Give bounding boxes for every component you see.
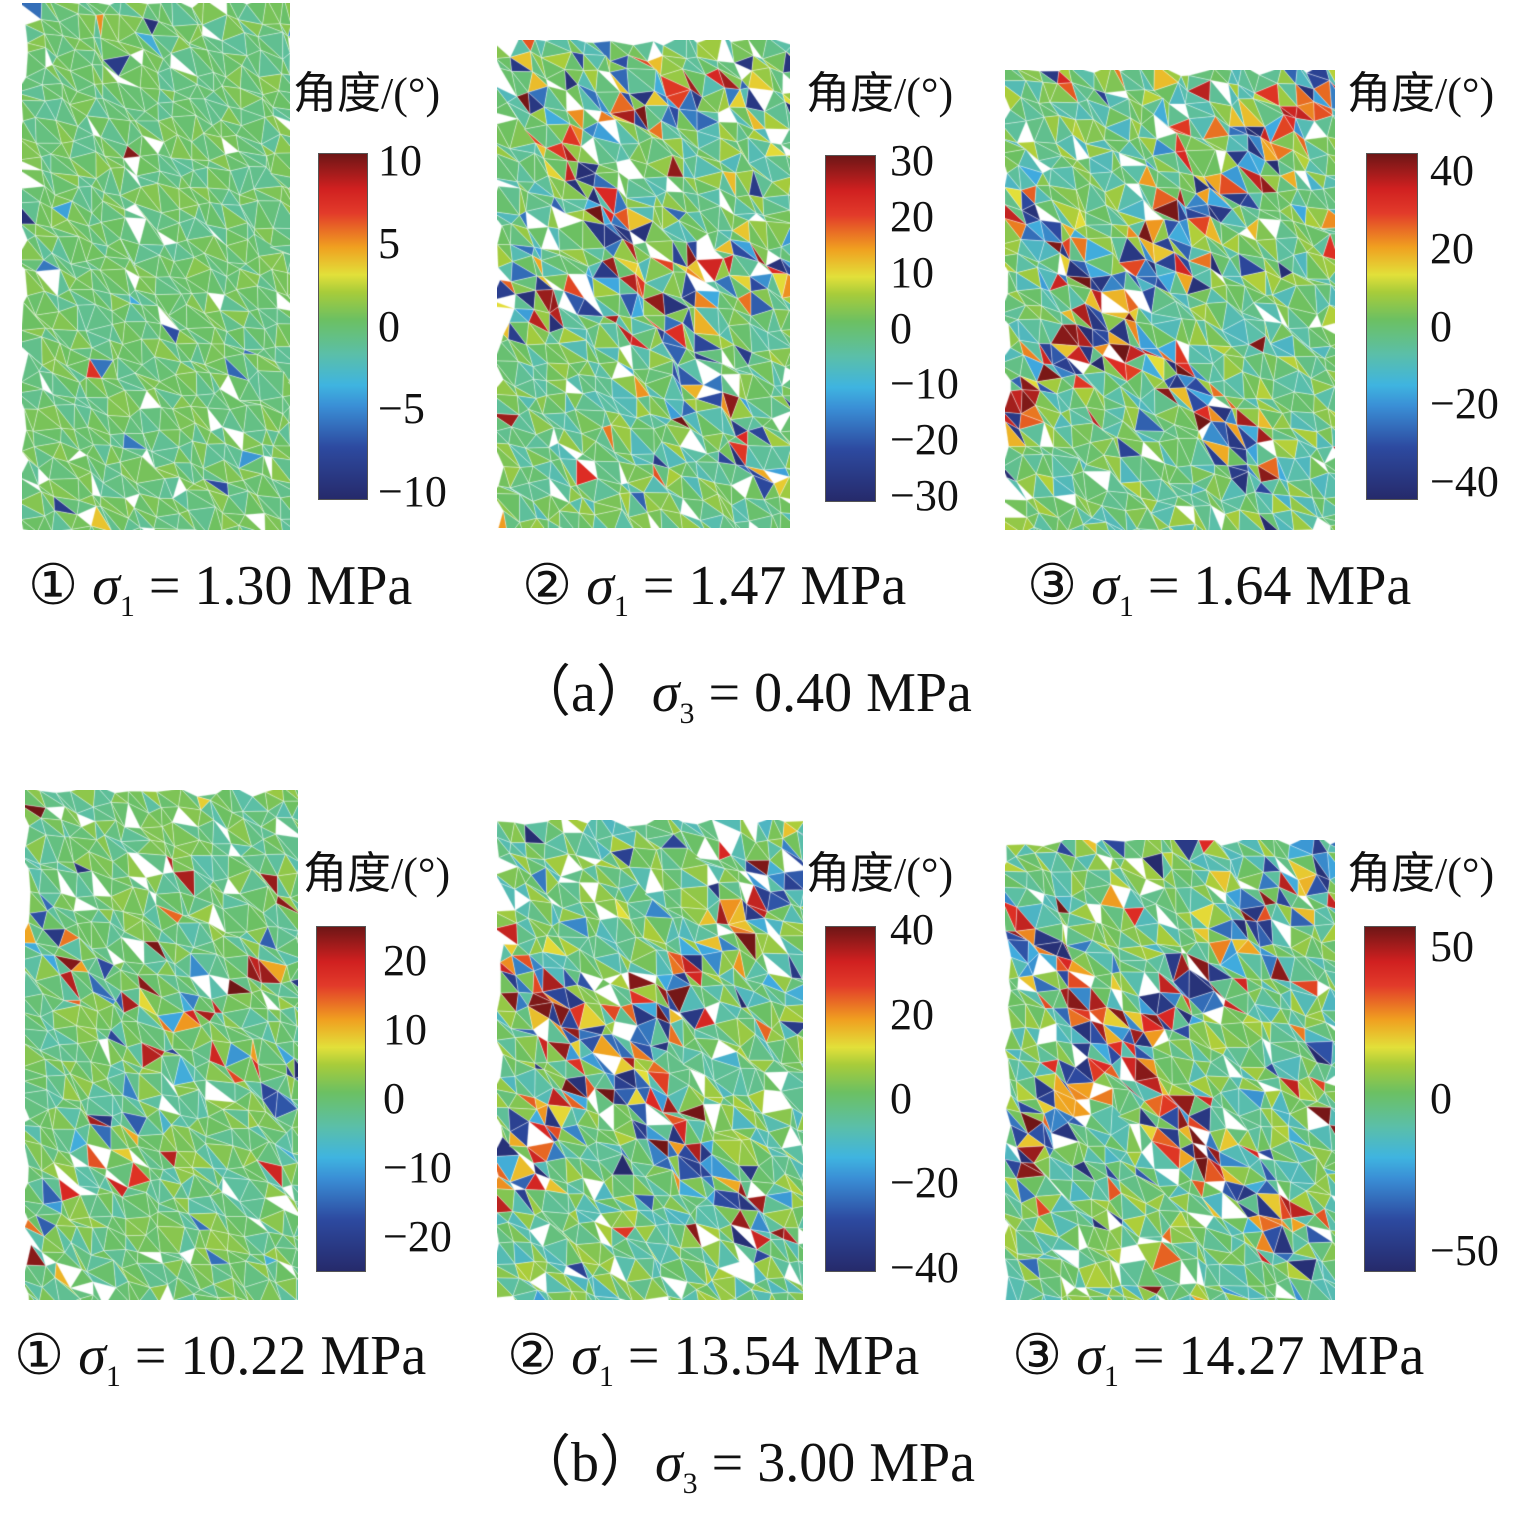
stress-value: = 1.30 MPa <box>148 555 413 617</box>
particle-rotation-map-a2 <box>497 40 790 528</box>
sigma-symbol: σ <box>571 1325 599 1387</box>
panel-number: ① <box>28 555 79 617</box>
panel-caption-b1: ① σ1 = 10.22 MPa <box>14 1328 426 1392</box>
colorbar-tick-label: 50 <box>1430 922 1474 972</box>
colorbar-b3 <box>1364 926 1416 1272</box>
colorbar-tick-label: 0 <box>383 1074 405 1123</box>
sigma-symbol: σ <box>92 555 120 617</box>
panel-number: ② <box>507 1325 558 1387</box>
group-caption-a: （a）σ3 = 0.40 MPa <box>515 662 972 730</box>
colorbar-tick-label: −5 <box>378 384 425 434</box>
colorbar-title-a3: 角度/(°) <box>1347 69 1495 118</box>
sigma-subscript: 1 <box>598 1360 614 1393</box>
panel-caption-a2: ② σ1 = 1.47 MPa <box>522 558 906 622</box>
sigma-subscript: 1 <box>1103 1360 1119 1393</box>
stress-value: = 1.64 MPa <box>1147 555 1412 617</box>
colorbar-tick-label: −40 <box>890 1242 959 1292</box>
colorbar-a1 <box>318 153 368 500</box>
sigma-symbol: σ <box>586 555 614 617</box>
colorbar-title-b2: 角度/(°) <box>806 849 954 898</box>
particle-rotation-map-b1 <box>25 790 298 1300</box>
colorbar-tick-label: −20 <box>890 1158 959 1208</box>
sigma-symbol: σ <box>1091 555 1119 617</box>
stress-value: = 13.54 MPa <box>627 1325 920 1387</box>
group-caption-b: （b）σ3 = 3.00 MPa <box>515 1432 975 1500</box>
colorbar-a2 <box>825 155 876 502</box>
panel-number: ① <box>14 1325 65 1387</box>
colorbar-b2 <box>825 926 876 1272</box>
panel-number: ② <box>522 555 573 617</box>
colorbar-tick-label: 0 <box>890 303 912 353</box>
colorbar-title-b1: 角度/(°) <box>303 849 451 898</box>
colorbar-tick-label: −30 <box>890 471 959 521</box>
colorbar-tick-label: −40 <box>1430 457 1499 507</box>
colorbar-tick-label: 10 <box>890 247 934 297</box>
panel-caption-a3: ③ σ1 = 1.64 MPa <box>1027 558 1411 622</box>
colorbar-tick-label: −20 <box>1430 379 1499 429</box>
colorbar-tick-label: 40 <box>1430 145 1474 195</box>
colorbar-tick-label: 40 <box>890 905 934 955</box>
colorbar-tick-label: 0 <box>890 1074 912 1123</box>
colorbar-tick-label: −10 <box>890 359 959 409</box>
sigma-subscript: 1 <box>613 590 629 623</box>
particle-rotation-map-a3 <box>1005 70 1335 530</box>
sigma-symbol: σ <box>1076 1325 1104 1387</box>
panel-caption-b2: ② σ1 = 13.54 MPa <box>507 1328 919 1392</box>
colorbar-tick-label: 10 <box>383 1004 427 1054</box>
colorbar-tick-label: −20 <box>890 415 959 465</box>
colorbar-title-a2: 角度/(°) <box>806 69 954 118</box>
stress-value: = 10.22 MPa <box>134 1325 427 1387</box>
stress-value: = 14.27 MPa <box>1132 1325 1425 1387</box>
sigma-symbol: σ <box>78 1325 106 1387</box>
colorbar-a3 <box>1366 153 1418 500</box>
colorbar-tick-label: 20 <box>383 935 427 985</box>
particle-rotation-map-a1 <box>22 3 290 530</box>
colorbar-tick-label: −10 <box>383 1143 452 1193</box>
sigma-subscript: 1 <box>1118 590 1134 623</box>
colorbar-tick-label: 20 <box>890 191 934 241</box>
particle-rotation-map-b2 <box>497 820 803 1300</box>
colorbar-tick-label: 30 <box>890 135 934 185</box>
colorbar-b1 <box>316 926 366 1272</box>
panel-number: ③ <box>1027 555 1078 617</box>
panel-number: ③ <box>1012 1325 1063 1387</box>
sigma-subscript: 1 <box>119 590 135 623</box>
colorbar-tick-label: 0 <box>378 301 400 351</box>
colorbar-tick-label: 20 <box>890 989 934 1039</box>
colorbar-title-a1: 角度/(°) <box>293 69 441 118</box>
colorbar-tick-label: 0 <box>1430 301 1452 351</box>
colorbar-tick-label: −50 <box>1430 1225 1499 1275</box>
colorbar-tick-label: 5 <box>378 218 400 268</box>
panel-caption-b3: ③ σ1 = 14.27 MPa <box>1012 1328 1424 1392</box>
particle-rotation-map-b3 <box>1005 840 1335 1300</box>
colorbar-tick-label: −10 <box>378 466 447 516</box>
colorbar-tick-label: 0 <box>1430 1074 1452 1123</box>
stress-value: = 1.47 MPa <box>642 555 907 617</box>
colorbar-tick-label: 20 <box>1430 223 1474 273</box>
panel-caption-a1: ① σ1 = 1.30 MPa <box>28 558 412 622</box>
colorbar-title-b3: 角度/(°) <box>1347 849 1495 898</box>
colorbar-tick-label: −20 <box>383 1212 452 1262</box>
colorbar-tick-label: 10 <box>378 136 422 186</box>
sigma-subscript: 1 <box>105 1360 121 1393</box>
